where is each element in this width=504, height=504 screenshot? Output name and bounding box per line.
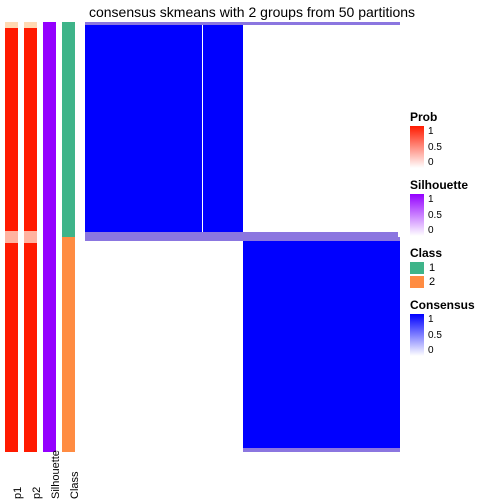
legend-title: Silhouette: [410, 178, 500, 192]
class-swatch: [410, 276, 424, 288]
p2-label: p2: [31, 487, 43, 499]
class-column: [62, 22, 75, 452]
silhouette-label: Silhouette: [50, 450, 62, 499]
legend-panel: Prob10.50Silhouette10.50Class12Consensus…: [410, 110, 500, 366]
p1-column: [5, 22, 18, 452]
p2-column: [24, 22, 37, 452]
annotation-columns: [5, 22, 75, 452]
class-label: Class: [69, 471, 81, 499]
legend-title: Prob: [410, 110, 500, 124]
legend-title: Consensus: [410, 298, 500, 312]
class-swatch: [410, 262, 424, 274]
p1-label: p1: [12, 487, 24, 499]
silhouette-column: [43, 22, 56, 452]
heatmap: [85, 22, 400, 452]
plot-area: [5, 22, 400, 452]
chart-title: consensus skmeans with 2 groups from 50 …: [0, 4, 504, 20]
